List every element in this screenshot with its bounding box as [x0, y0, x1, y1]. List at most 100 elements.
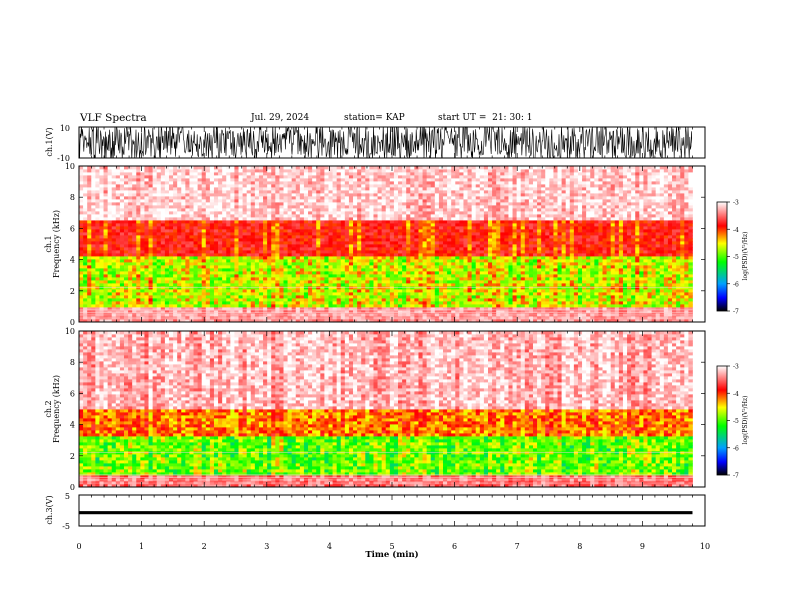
- spectrogram-cell: [332, 277, 338, 281]
- spectrogram-cell: [312, 262, 317, 266]
- spectrogram-cell: [283, 280, 288, 284]
- spectrogram-cell: [250, 292, 256, 296]
- spectrogram-cell: [344, 280, 350, 284]
- spectrogram-cell: [663, 229, 669, 233]
- spectrogram-cell: [361, 253, 366, 257]
- spectrogram-cell: [316, 253, 321, 257]
- spectrogram-cell: [348, 277, 354, 281]
- spectrogram-cell: [99, 265, 104, 269]
- spectrogram-cell: [557, 262, 562, 266]
- spectrogram-cell: [353, 238, 358, 242]
- spectrogram-cell: [340, 250, 346, 254]
- spectrogram-cell: [287, 310, 293, 314]
- spectrogram-cell: [393, 223, 399, 227]
- spectrogram-cell: [119, 244, 125, 248]
- spectrogram-cell: [385, 316, 391, 320]
- spectrogram-cell: [267, 271, 272, 275]
- spectrogram-cell: [487, 244, 493, 248]
- spectrogram-cell: [79, 253, 84, 257]
- spectrogram-cell: [299, 292, 305, 296]
- spectrogram-cell: [353, 244, 358, 248]
- spectrogram-cell: [320, 229, 325, 233]
- spectrogram-cell: [275, 253, 280, 257]
- spectrogram-cell: [410, 298, 415, 302]
- spectrogram-cell: [487, 265, 493, 269]
- spectrogram-cell: [651, 271, 657, 275]
- spectrogram-cell: [381, 295, 387, 299]
- spectrogram-cell: [524, 265, 530, 269]
- spectrogram-cell: [663, 298, 669, 302]
- spectrogram-cell: [283, 319, 288, 323]
- spectrogram-cell: [471, 238, 477, 242]
- spectrogram-cell: [577, 274, 583, 278]
- spectrogram-cell: [463, 277, 468, 281]
- spectrogram-cell: [684, 274, 689, 278]
- spectrogram-cell: [594, 235, 599, 239]
- spectrogram-cell: [99, 310, 104, 314]
- spectrogram-cell: [594, 280, 599, 284]
- spectrogram-cell: [332, 265, 338, 269]
- spectrogram-cell: [643, 298, 648, 302]
- spectrogram-cell: [283, 247, 288, 251]
- spectrogram-cell: [520, 283, 526, 287]
- spectrogram-cell: [451, 250, 456, 254]
- spectrogram-cell: [430, 247, 436, 251]
- spectrogram-cell: [590, 235, 595, 239]
- spectrogram-cell: [618, 235, 624, 239]
- spectrogram-cell: [197, 304, 203, 308]
- spectrogram-cell: [582, 247, 587, 251]
- spectrogram-cell: [107, 265, 113, 269]
- spectrogram-cell: [618, 292, 624, 296]
- spectrogram-cell: [528, 250, 534, 254]
- spectrogram-cell: [561, 268, 567, 272]
- spectrogram-cell: [213, 319, 219, 323]
- spectrogram-cell: [287, 241, 293, 245]
- spectrogram-cell: [303, 298, 309, 302]
- spectrogram-cell: [475, 295, 481, 299]
- spectrogram-cell: [119, 238, 125, 242]
- spectrogram-cell: [598, 307, 603, 311]
- spectrogram-cell: [103, 265, 108, 269]
- spectrogram-cell: [271, 319, 276, 323]
- spectrogram-cell: [128, 298, 133, 302]
- spectrogram-cell: [222, 319, 227, 323]
- spectrogram-cell: [659, 238, 665, 242]
- spectrogram-cell: [516, 250, 522, 254]
- spectrogram-cell: [483, 298, 489, 302]
- spectrogram-cell: [242, 271, 248, 275]
- spectrogram-cell: [164, 226, 170, 230]
- spectrogram-cell: [647, 232, 652, 236]
- spectrogram-cell: [226, 262, 231, 266]
- spectrogram-cell: [549, 253, 554, 257]
- spectrogram-cell: [197, 247, 203, 251]
- spectrogram-cell: [164, 235, 170, 239]
- spectrogram-cell: [111, 259, 117, 263]
- spectrogram-cell: [328, 253, 333, 257]
- spectrogram-cell: [627, 235, 632, 239]
- spectrogram-cell: [573, 271, 579, 275]
- spectrogram-cell: [422, 298, 427, 302]
- spectrogram-cell: [676, 295, 681, 299]
- spectrogram-cell: [385, 256, 391, 260]
- spectrogram-cell: [492, 271, 497, 275]
- spectrogram-cell: [111, 220, 117, 224]
- spectrogram-cell: [136, 295, 141, 299]
- spectrogram-cell: [164, 277, 170, 281]
- spectrogram-cell: [610, 295, 616, 299]
- spectrogram-cell: [516, 295, 522, 299]
- spectrogram-cell: [107, 304, 113, 308]
- spectrogram-cell: [238, 241, 243, 245]
- spectrogram-cell: [582, 277, 587, 281]
- spectrogram-cell: [295, 247, 301, 251]
- spectrogram-cell: [83, 265, 88, 269]
- spectrogram-cell: [381, 289, 387, 293]
- spectrogram-cell: [549, 304, 554, 308]
- spectrogram-cell: [83, 244, 88, 248]
- spectrogram-cell: [573, 307, 579, 311]
- spectrogram-cell: [680, 274, 685, 278]
- spectrogram-cell: [250, 262, 256, 266]
- spectrogram-cell: [385, 226, 391, 230]
- spectrogram-cell: [107, 232, 113, 236]
- spectrogram-cell: [312, 229, 317, 233]
- spectrogram-cell: [267, 241, 272, 245]
